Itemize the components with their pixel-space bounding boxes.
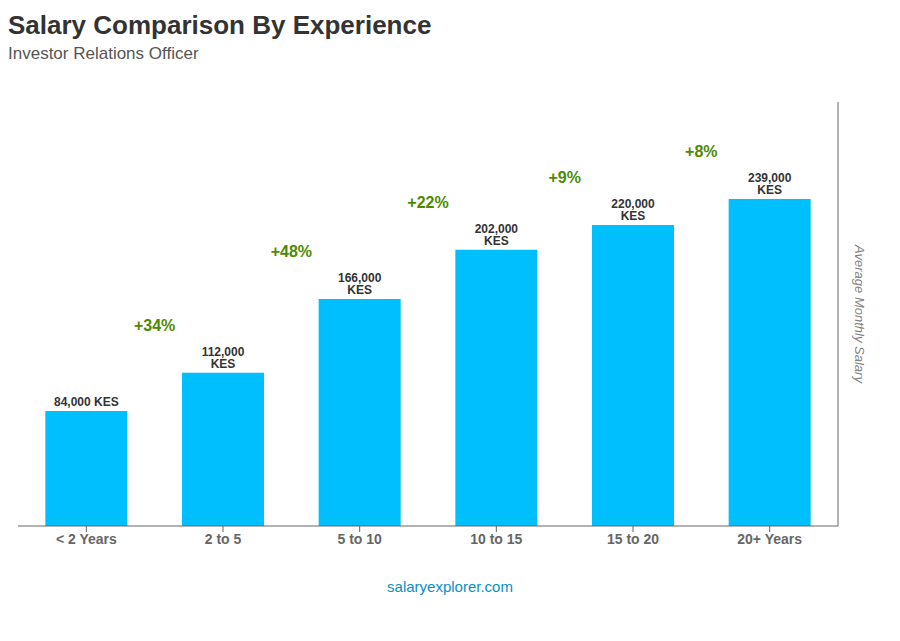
html-text:Investor Relations Officer: Investor Relations Officer	[8, 44, 199, 63]
svg-text:+9%: +9%	[548, 169, 580, 186]
svg-text:+8%: +8%	[685, 143, 717, 160]
svg-text:202,000KES: 202,000KES	[475, 222, 519, 248]
svg-text:10 to 15: 10 to 15	[470, 531, 522, 547]
svg-text:166,000KES: 166,000KES	[338, 271, 382, 297]
svg-text:Average Monthly Salary: Average Monthly Salary	[852, 244, 867, 384]
svg-text:15 to 20: 15 to 20	[607, 531, 659, 547]
html-text:Salary Comparison By Experienc: Salary Comparison By Experience	[8, 10, 432, 40]
svg-text:+22%: +22%	[407, 194, 448, 211]
svg-text:220,000KES: 220,000KES	[611, 197, 655, 223]
svg-text:< 2 Years: < 2 Years	[56, 531, 117, 547]
svg-text:112,000KES: 112,000KES	[202, 345, 245, 371]
html-text:salaryexplorer.com: salaryexplorer.com	[387, 578, 513, 595]
svg-text:20+ Years: 20+ Years	[737, 531, 802, 547]
svg-text:+34%: +34%	[134, 317, 175, 334]
svg-text:5 to 10: 5 to 10	[337, 531, 382, 547]
svg-text:+48%: +48%	[271, 243, 312, 260]
svg-text:2 to 5: 2 to 5	[205, 531, 242, 547]
svg-text:84,000 KES: 84,000 KES	[54, 395, 119, 409]
svg-text:239,000KES: 239,000KES	[748, 171, 792, 197]
